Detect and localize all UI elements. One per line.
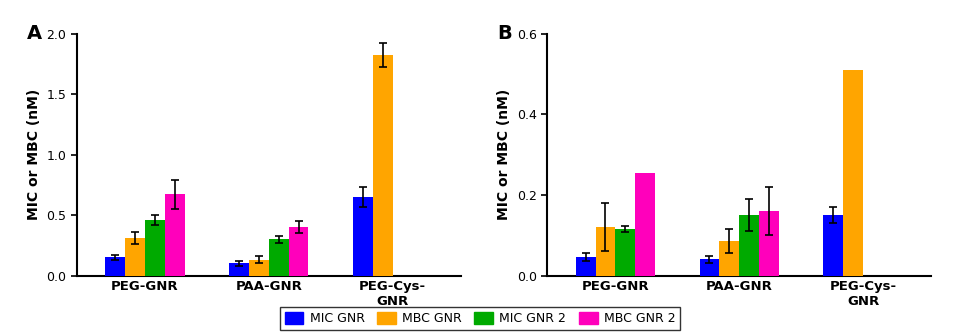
Bar <box>576 257 595 276</box>
Text: A: A <box>27 24 42 43</box>
Legend: MIC GNR, MBC GNR, MIC GNR 2, MBC GNR 2: MIC GNR, MBC GNR, MIC GNR 2, MBC GNR 2 <box>279 306 681 330</box>
Bar <box>719 241 739 276</box>
Y-axis label: MIC or MBC (nM): MIC or MBC (nM) <box>27 89 41 220</box>
Text: B: B <box>497 24 512 43</box>
Bar <box>289 227 308 276</box>
Bar <box>106 257 125 276</box>
Bar <box>824 215 843 276</box>
Y-axis label: MIC or MBC (nM): MIC or MBC (nM) <box>497 89 512 220</box>
Bar <box>125 238 145 276</box>
Bar <box>595 227 615 276</box>
Bar <box>843 70 863 276</box>
Bar <box>249 260 269 276</box>
Bar <box>269 239 289 276</box>
Bar <box>615 229 636 276</box>
Bar <box>229 263 249 276</box>
Bar <box>700 259 719 276</box>
Bar <box>372 55 393 276</box>
Bar <box>739 215 759 276</box>
Bar <box>145 220 165 276</box>
Bar <box>353 197 372 276</box>
Bar <box>636 173 655 276</box>
Bar <box>759 211 779 276</box>
Bar <box>165 195 184 276</box>
